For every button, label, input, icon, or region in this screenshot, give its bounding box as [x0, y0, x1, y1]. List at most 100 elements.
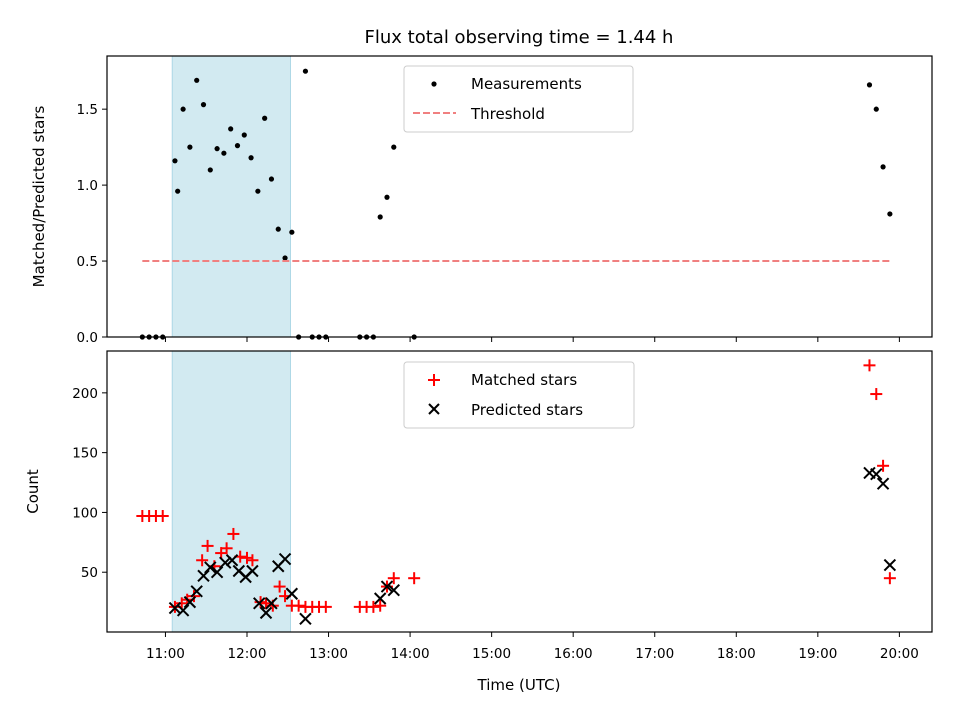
- legend-label-threshold: Threshold: [470, 105, 545, 123]
- point-matched-stars: [260, 597, 273, 610]
- x-tick-label: 15:00: [472, 646, 511, 662]
- point-matched-stars: [319, 600, 332, 613]
- point-measurements: [172, 158, 178, 164]
- point-matched-stars: [201, 539, 214, 552]
- point-measurements: [873, 106, 879, 112]
- count-plot-frame: [106, 350, 933, 633]
- point-matched-stars: [863, 359, 876, 372]
- point-predicted-stars: [253, 597, 266, 610]
- legend-marker-matched: [428, 374, 440, 386]
- point-measurements: [268, 176, 275, 182]
- point-measurements: [866, 82, 873, 88]
- point-measurements: [255, 188, 261, 194]
- count-panel: 50 100 150 200 11:00 12:00 13:00 14:00 15:00 16:0…: [24, 350, 933, 662]
- point-predicted-stars: [870, 467, 883, 481]
- x-tick-label: 12:00: [228, 646, 267, 662]
- point-matched-stars: [240, 551, 253, 564]
- point-matched-stars: [374, 599, 387, 612]
- y-tick-label: 100: [72, 505, 98, 521]
- point-measurements: [175, 188, 181, 194]
- point-predicted-stars: [190, 585, 203, 598]
- point-predicted-stars: [204, 561, 217, 574]
- point-measurements: [248, 155, 254, 161]
- point-predicted-stars: [197, 569, 210, 583]
- y-tick-label: 0.0: [77, 330, 98, 346]
- y-tick-label: 200: [72, 386, 98, 402]
- point-predicted-stars: [219, 556, 232, 569]
- legend-label-predicted: Predicted stars: [471, 401, 583, 419]
- point-predicted-stars: [225, 554, 239, 567]
- legend-box: [403, 361, 635, 429]
- y-tick-label: 1.5: [77, 102, 98, 118]
- legend-label-matched: Matched stars: [471, 371, 577, 389]
- point-measurements: [887, 211, 893, 217]
- point-matched-stars: [227, 527, 240, 540]
- point-predicted-stars: [876, 477, 890, 490]
- point-predicted-stars: [259, 606, 273, 620]
- point-measurements: [200, 102, 207, 108]
- x-tick-label: 11:00: [146, 646, 185, 662]
- x-tick-label: 14:00: [391, 646, 430, 662]
- point-measurements: [384, 194, 390, 200]
- x-tick-label: 17:00: [635, 646, 674, 662]
- x-tick-label: 13:00: [309, 646, 348, 662]
- point-measurements: [275, 226, 281, 232]
- y-tick-label: 50: [81, 565, 98, 581]
- legend-marker-measurements: [431, 81, 437, 87]
- point-predicted-stars: [176, 604, 190, 617]
- point-measurements: [234, 143, 241, 149]
- chart-title: Flux total observing time = 1.44 h: [365, 27, 674, 48]
- point-predicted-stars: [278, 552, 292, 566]
- observing-window-shade: [171, 350, 291, 633]
- point-predicted-stars: [183, 595, 197, 609]
- x-tick-label: 18:00: [717, 646, 756, 662]
- point-measurements: [207, 167, 213, 173]
- x-tick-label: 16:00: [554, 646, 593, 662]
- ratio-axes: 0.0 0.5 1.0 1.5: [77, 102, 900, 346]
- point-matched-stars: [877, 459, 890, 472]
- y-axis-label-ratio: Matched/Predicted stars: [30, 106, 48, 288]
- x-tick-label: 19:00: [798, 646, 837, 662]
- point-measurements: [194, 77, 200, 83]
- point-matched-stars: [187, 590, 200, 603]
- point-matched-stars: [883, 572, 896, 585]
- point-measurements: [289, 229, 295, 235]
- point-matched-stars: [870, 388, 883, 401]
- point-matched-stars: [220, 542, 233, 555]
- point-measurements: [221, 150, 227, 156]
- legend-count: Matched stars Predicted stars: [403, 361, 635, 429]
- y-tick-label: 0.5: [77, 254, 98, 270]
- y-tick-label: 150: [72, 446, 98, 462]
- legend-ratio: Measurements Threshold: [403, 65, 634, 133]
- legend-box: [403, 65, 634, 133]
- legend-marker-predicted: [428, 403, 440, 415]
- x-axis-label: Time (UTC): [477, 676, 561, 694]
- legend-label-measurements: Measurements: [471, 75, 582, 93]
- point-matched-stars: [273, 580, 286, 593]
- point-measurements: [241, 132, 247, 138]
- point-matched-stars: [292, 599, 305, 612]
- point-measurements: [228, 126, 234, 132]
- point-matched-stars: [246, 554, 259, 567]
- point-measurements: [282, 255, 288, 261]
- point-matched-stars: [408, 572, 421, 585]
- point-measurements: [214, 146, 220, 152]
- point-measurements: [880, 164, 886, 170]
- point-matched-stars: [387, 572, 400, 585]
- point-matched-stars: [156, 510, 169, 523]
- point-measurements: [187, 144, 193, 150]
- point-matched-stars: [367, 600, 380, 613]
- point-measurements: [377, 214, 383, 220]
- point-predicted-stars: [299, 612, 312, 626]
- count-axes: 50 100 150 200 11:00 12:00 13:00 14:00 15:00 16:0…: [72, 386, 919, 662]
- y-tick-label: 1.0: [77, 178, 98, 194]
- point-measurements: [391, 144, 397, 150]
- ratio-panel: 0.0 0.5 1.0 1.5 Matched/Predicted stars Mea…: [30, 55, 933, 346]
- point-predicted-stars: [373, 592, 387, 605]
- point-measurements: [262, 115, 268, 121]
- point-predicted-stars: [168, 601, 182, 615]
- point-matched-stars: [196, 554, 209, 567]
- point-measurements: [302, 68, 309, 74]
- point-predicted-stars: [285, 587, 299, 600]
- x-tick-label: 20:00: [880, 646, 919, 662]
